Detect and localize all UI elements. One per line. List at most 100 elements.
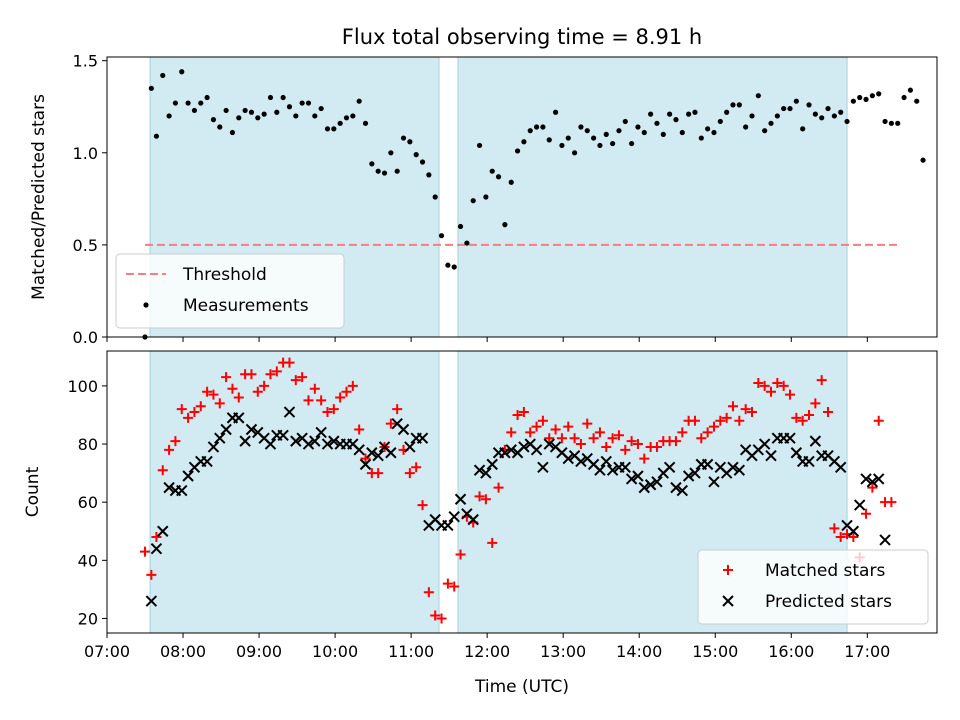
matched-star-point bbox=[626, 436, 637, 447]
measurement-point bbox=[343, 115, 350, 121]
measurement-point bbox=[533, 124, 540, 130]
matched-star-point bbox=[651, 441, 662, 452]
measurement-point bbox=[603, 131, 609, 137]
measurement-point bbox=[236, 115, 242, 121]
measurement-point bbox=[388, 150, 394, 156]
matched-star-point bbox=[202, 386, 213, 397]
measurement-point bbox=[660, 131, 666, 137]
predicted-star-point bbox=[302, 438, 315, 450]
bottom-y-tick-label: 60 bbox=[78, 493, 98, 512]
matched-star-point bbox=[423, 587, 434, 598]
measurement-point bbox=[749, 113, 755, 119]
matched-star-point bbox=[816, 375, 827, 386]
measurement-point bbox=[305, 100, 312, 106]
predicted-star-point bbox=[803, 455, 815, 468]
measurement-point bbox=[895, 120, 901, 126]
matched-star-point bbox=[721, 412, 732, 423]
predicted-star-point bbox=[866, 476, 879, 488]
matched-star-point bbox=[436, 613, 447, 624]
predicted-star-point bbox=[283, 406, 296, 418]
predicted-star-point bbox=[606, 464, 619, 476]
predicted-star-point bbox=[486, 458, 498, 471]
measurement-point bbox=[673, 117, 679, 123]
matched-star-point bbox=[791, 412, 802, 423]
matched-star-point bbox=[227, 383, 238, 394]
matched-star-point bbox=[183, 412, 194, 423]
matched-star-point bbox=[677, 427, 688, 438]
predicted-star-point bbox=[537, 461, 549, 473]
bottom-axes-frame bbox=[106, 350, 938, 634]
measurement-point bbox=[730, 102, 736, 108]
measurement-point bbox=[825, 105, 831, 112]
measurement-point bbox=[806, 102, 812, 108]
predicted-star-point bbox=[264, 438, 277, 450]
bottom-legend: Matched stars Predicted stars bbox=[697, 549, 929, 625]
predicted-star-point bbox=[619, 461, 631, 473]
matched-star-point bbox=[734, 415, 745, 426]
measurement-point bbox=[781, 105, 787, 112]
predicted-star-point bbox=[644, 479, 657, 491]
matched-star-point bbox=[417, 500, 428, 511]
matched-star-point bbox=[246, 369, 257, 380]
legend-label: Matched stars bbox=[765, 561, 885, 581]
measurement-point bbox=[831, 113, 837, 119]
matched-star-point bbox=[309, 383, 320, 394]
predicted-star-point bbox=[733, 464, 746, 476]
predicted-star-point bbox=[879, 534, 891, 546]
matched-star-point bbox=[290, 375, 301, 386]
predicted-star-point bbox=[157, 525, 169, 537]
matched-star-point bbox=[835, 532, 846, 543]
matched-star-point bbox=[544, 433, 555, 444]
matched-star-point bbox=[575, 439, 586, 450]
bottom-legend-box bbox=[697, 549, 929, 625]
measurement-point bbox=[148, 85, 154, 91]
matched-star-point bbox=[252, 386, 263, 397]
predicted-star-point bbox=[454, 493, 467, 505]
predicted-star-point bbox=[182, 470, 194, 482]
measurement-point bbox=[280, 94, 286, 101]
matched-star-point bbox=[328, 404, 339, 415]
x-tick-label: 11:00 bbox=[388, 642, 434, 661]
predicted-star-point bbox=[860, 473, 872, 485]
top-axes-frame bbox=[106, 56, 938, 338]
predicted-star-point bbox=[809, 435, 822, 447]
measurement-point bbox=[432, 194, 438, 200]
predicted-star-point bbox=[442, 519, 454, 532]
top-y-tick-label: 1.0 bbox=[73, 144, 98, 163]
matched-star-point bbox=[696, 433, 707, 444]
matched-star-point bbox=[861, 508, 872, 519]
matched-star-point bbox=[804, 409, 815, 420]
matched-star-point bbox=[474, 491, 485, 502]
predicted-star-point bbox=[315, 426, 327, 439]
bottom-series-2 bbox=[145, 406, 891, 607]
matched-star-point bbox=[360, 453, 371, 464]
predicted-star-point bbox=[328, 435, 340, 447]
predicted-star-point bbox=[220, 423, 232, 436]
measurement-point bbox=[755, 93, 761, 99]
matched-star-point bbox=[512, 409, 523, 420]
measurement-point bbox=[552, 109, 559, 115]
matched-star-point bbox=[480, 494, 491, 505]
measurement-point bbox=[565, 135, 571, 141]
predicted-star-point bbox=[834, 461, 847, 473]
measurement-point bbox=[483, 194, 489, 200]
measurement-point bbox=[419, 159, 426, 165]
measurement-point bbox=[217, 124, 223, 130]
predicted-star-point bbox=[163, 481, 175, 494]
matched-star-point bbox=[341, 386, 352, 397]
measurement-point bbox=[350, 113, 356, 119]
bottom-y-axis-label: Count bbox=[23, 466, 43, 517]
predicted-star-point bbox=[562, 452, 574, 465]
matched-star-point bbox=[715, 415, 726, 426]
matched-star-point bbox=[442, 578, 453, 589]
predicted-star-point bbox=[790, 447, 803, 459]
measurement-point bbox=[242, 107, 248, 114]
matched-star-point bbox=[810, 398, 821, 409]
matched-star-point bbox=[373, 468, 384, 479]
predicted-star-point bbox=[416, 432, 429, 444]
measurement-point bbox=[540, 124, 546, 130]
matched-star-point bbox=[322, 407, 333, 418]
matched-star-point bbox=[449, 581, 460, 592]
measurement-point bbox=[876, 91, 882, 97]
